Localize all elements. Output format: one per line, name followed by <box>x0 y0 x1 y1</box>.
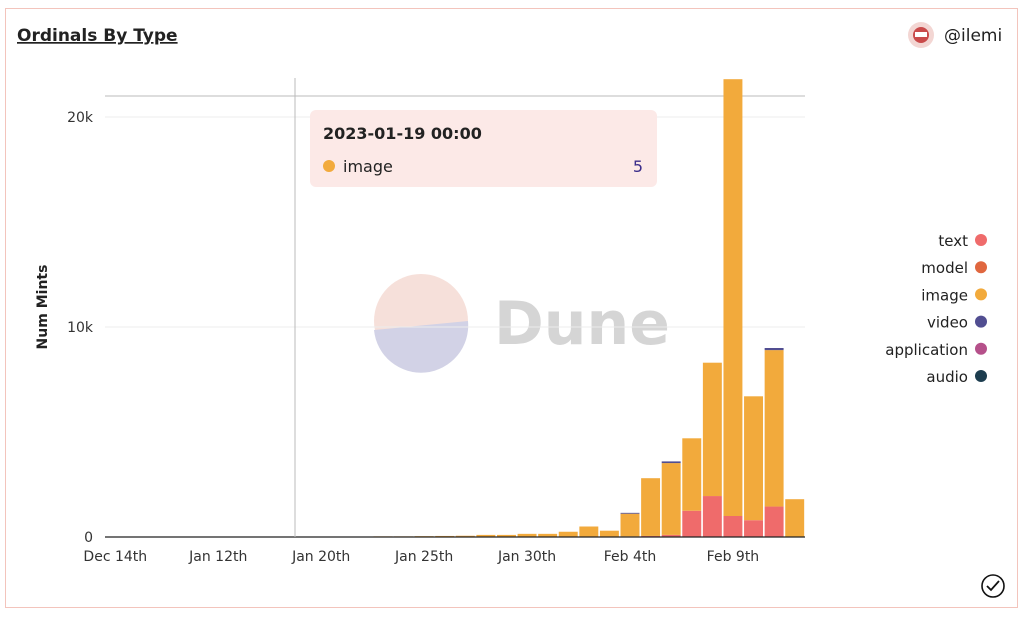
bar-segment <box>476 534 496 537</box>
bar-segment <box>661 534 681 537</box>
tooltip-box <box>310 110 657 187</box>
watermark: Dune <box>374 274 670 373</box>
x-tick-label: Jan 12th <box>188 549 247 565</box>
bar-segment <box>744 396 763 521</box>
legend-label: video <box>927 314 968 332</box>
bar-segment <box>641 478 661 536</box>
bar-segment <box>538 533 558 537</box>
bar-segment <box>723 516 743 537</box>
bar-segment <box>723 79 743 516</box>
bar-segment <box>785 499 805 537</box>
bar-segment <box>455 535 475 537</box>
bar-segment <box>764 348 784 351</box>
card <box>5 8 1018 608</box>
legend-dot <box>975 370 987 382</box>
bar-segment <box>599 530 619 537</box>
legend-label: image <box>921 286 968 304</box>
legend-dot <box>975 315 987 328</box>
legend-label: application <box>885 341 968 359</box>
y-tick-label: 0 <box>84 530 93 546</box>
chart-title: Ordinals By Type <box>17 26 178 46</box>
bar-segment <box>497 534 516 537</box>
bar-segment <box>764 350 784 507</box>
tooltip-series: image <box>343 157 393 176</box>
tooltip-value: 5 <box>633 157 643 176</box>
bar-segment <box>744 520 763 537</box>
bar-segment <box>558 531 578 537</box>
x-tick-label: Dec 14th <box>83 549 147 565</box>
bar-segment <box>517 533 537 537</box>
legend-dot <box>975 261 987 274</box>
watermark-text: Dune <box>494 289 670 359</box>
y-tick-label: 10k <box>67 320 94 336</box>
tooltip-title: 2023-01-19 00:00 <box>323 124 482 143</box>
tooltip: 2023-01-19 00:00 image 5 <box>310 110 657 187</box>
legend-label: text <box>938 232 968 250</box>
bar-segment <box>702 496 722 537</box>
legend-label: model <box>921 259 968 277</box>
bar-segment <box>702 362 722 497</box>
x-tick-label: Jan 30th <box>497 549 556 565</box>
x-tick-label: Jan 20th <box>291 549 350 565</box>
bar-segment <box>620 512 640 514</box>
legend-dot <box>975 342 987 355</box>
check-icon[interactable] <box>981 574 1005 598</box>
avatar <box>908 22 934 48</box>
legend-label: audio <box>926 368 968 386</box>
legend-dot <box>975 234 987 246</box>
legend-dot <box>975 288 987 301</box>
bar-segment <box>661 461 681 464</box>
bar-segment <box>620 513 640 537</box>
bar-segment <box>682 510 702 537</box>
bar-segment <box>579 526 599 537</box>
y-axis-label: Num Mints <box>35 265 51 350</box>
x-tick-label: Feb 4th <box>604 549 657 565</box>
x-tick-label: Feb 9th <box>707 549 760 565</box>
x-tick-label: Jan 25th <box>394 549 453 565</box>
bar-segment <box>661 463 681 535</box>
tooltip-dot <box>323 160 335 172</box>
bar-segment <box>764 506 784 537</box>
bar-segment <box>682 438 702 511</box>
author: @ilemi <box>944 26 1002 46</box>
y-tick-label: 20k <box>67 110 94 126</box>
